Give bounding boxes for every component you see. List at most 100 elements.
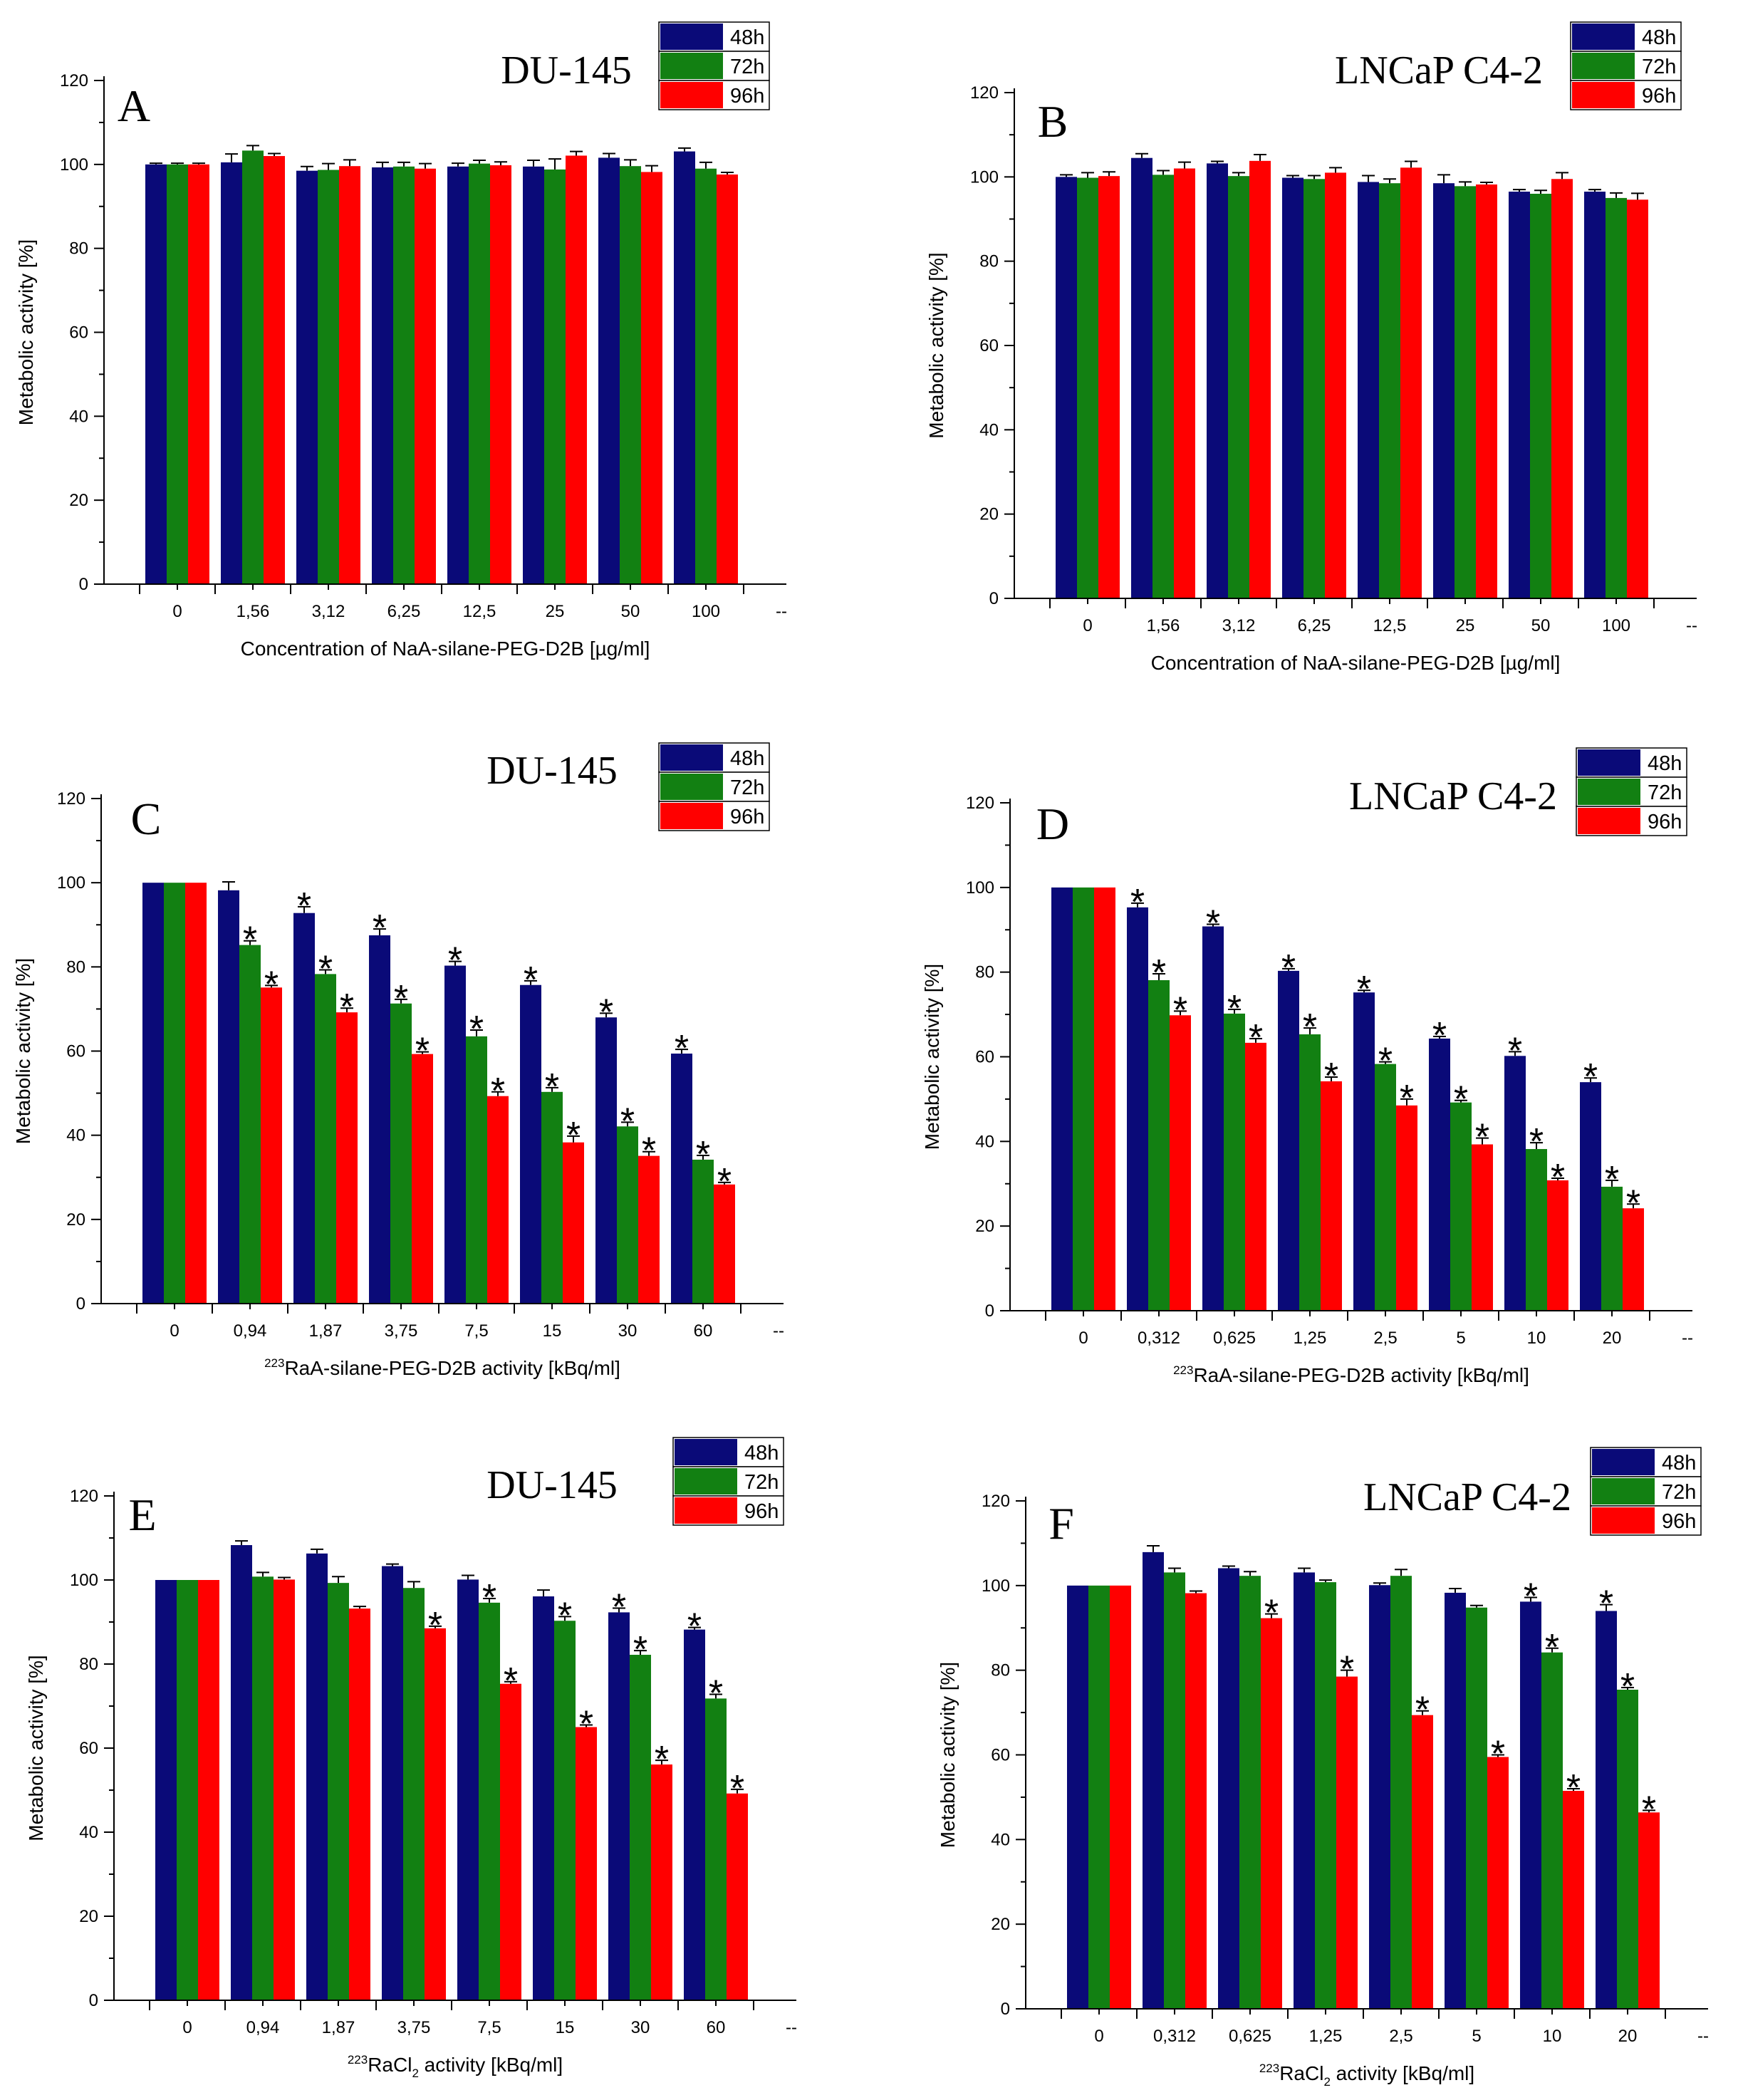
x-tick-label: 6,25 (387, 602, 421, 621)
x-tick-label: 0,94 (246, 2018, 280, 2037)
legend: 48h 72h 96h (1576, 747, 1687, 836)
bar (1185, 1593, 1207, 2009)
significance-star: * (1378, 1041, 1393, 1082)
legend-label: 96h (1642, 85, 1676, 108)
y-tick-label: 120 (70, 1487, 98, 1506)
y-axis-label: Metabolic activity [%] (12, 958, 34, 1144)
significance-star: * (1303, 1007, 1317, 1048)
y-tick-label: 20 (979, 505, 999, 524)
significance-star: * (633, 1629, 647, 1670)
significance-star: * (1340, 1649, 1354, 1690)
legend-label: 72h (1642, 56, 1676, 78)
bar (393, 166, 415, 584)
legend-label: 96h (1648, 811, 1682, 833)
significance-star: * (340, 987, 354, 1028)
legend-swatch (1578, 749, 1640, 776)
significance-star: * (318, 948, 333, 989)
bar (705, 1698, 727, 2000)
x-tick-label: 0 (182, 2018, 192, 2037)
bar (177, 1580, 198, 2000)
y-tick-label: 40 (979, 420, 999, 440)
bar (500, 1683, 521, 2000)
bar (671, 1054, 692, 1304)
bar (717, 174, 738, 584)
bar (566, 155, 587, 585)
significance-star: * (642, 1130, 656, 1172)
bar (425, 1628, 446, 2000)
bar (533, 1596, 554, 2000)
significance-star: * (1173, 989, 1187, 1031)
panel-title: LNCaP C4-2 (1335, 48, 1543, 93)
significance-star: * (1264, 1593, 1279, 1634)
bar (1282, 177, 1304, 598)
y-axis-label: Metabolic activity [%] (921, 964, 943, 1150)
bar (1067, 1585, 1088, 2009)
legend-label: 72h (1648, 781, 1682, 804)
legend-swatch (660, 774, 723, 800)
bar (1261, 1618, 1282, 2009)
x-axis-label: Concentration of NaA-silane-PEG-D2B [µg/… (241, 638, 650, 660)
x-tick-label: 0 (1094, 2027, 1103, 2046)
bar (1584, 192, 1606, 599)
x-tick-label: 20 (1618, 2027, 1638, 2046)
significance-star: * (428, 1605, 442, 1646)
bar (412, 1054, 433, 1304)
bar (1127, 907, 1148, 1311)
x-axis-label-text: RaCl (1279, 2062, 1323, 2084)
y-tick-label: 80 (979, 252, 999, 271)
bar (1218, 1568, 1239, 2009)
legend-swatch (660, 24, 723, 50)
y-tick-label: 0 (985, 1301, 994, 1321)
bar (188, 164, 209, 585)
significance-star: * (709, 1673, 723, 1714)
bar (403, 1588, 425, 2000)
y-tick-label: 120 (57, 789, 85, 809)
bar (1056, 177, 1077, 599)
panel-a: 0 20 40 60 80 100 120 0 1,56 3,12 6,25 12,5 25 50 100 -… (15, 21, 787, 660)
bar (221, 162, 242, 584)
y-tick-label: 20 (991, 1915, 1010, 1934)
bar (1551, 179, 1573, 598)
y-tick-label: 60 (975, 1048, 994, 1067)
bar (714, 1184, 735, 1304)
bar (1249, 160, 1271, 599)
bar (242, 150, 264, 584)
x-tick-label: 7,5 (464, 1321, 488, 1341)
panel-letter: C (131, 794, 162, 844)
bar (541, 1091, 563, 1304)
y-axis-label: Metabolic activity [%] (937, 1662, 959, 1848)
x-tick-label: 10 (1543, 2027, 1562, 2046)
panel-letter: A (118, 80, 150, 131)
bar (457, 1579, 479, 2000)
significance-star: * (1415, 1690, 1430, 1731)
x-tick-label: 1,56 (1147, 616, 1180, 635)
bar (339, 166, 360, 584)
significance-star: * (696, 1134, 710, 1175)
legend-label: 72h (730, 776, 764, 799)
bar (630, 1655, 651, 2000)
x-axis-label-text-rest: activity [kBq/ml] (419, 2054, 563, 2076)
significance-star: * (1599, 1584, 1613, 1625)
x-tick-label: 1,87 (309, 1321, 343, 1341)
bar (164, 883, 185, 1304)
bar (1164, 1572, 1185, 2009)
x-tick-label: 1,25 (1294, 1329, 1327, 1348)
bar (651, 1764, 672, 2000)
significance-star: * (1152, 952, 1166, 994)
bar (1148, 979, 1170, 1311)
bar (727, 1793, 748, 2000)
legend-label: 48h (730, 26, 764, 49)
x-axis-label: 223RaCl2 activity [kBq/ml] (1259, 2062, 1474, 2089)
bar (1143, 1551, 1164, 2009)
bar (252, 1576, 274, 2000)
legend: 48h 72h 96h (658, 21, 770, 110)
significance-star: * (524, 960, 538, 1001)
significance-star: * (687, 1606, 702, 1648)
x-tick-label: 2,5 (1389, 2027, 1412, 2046)
legend-swatch (1578, 779, 1640, 805)
bar (1541, 1652, 1563, 2009)
y-tick-label: 80 (975, 963, 994, 982)
y-tick-label: 20 (66, 1210, 85, 1230)
y-tick-label: 60 (991, 1746, 1010, 1765)
